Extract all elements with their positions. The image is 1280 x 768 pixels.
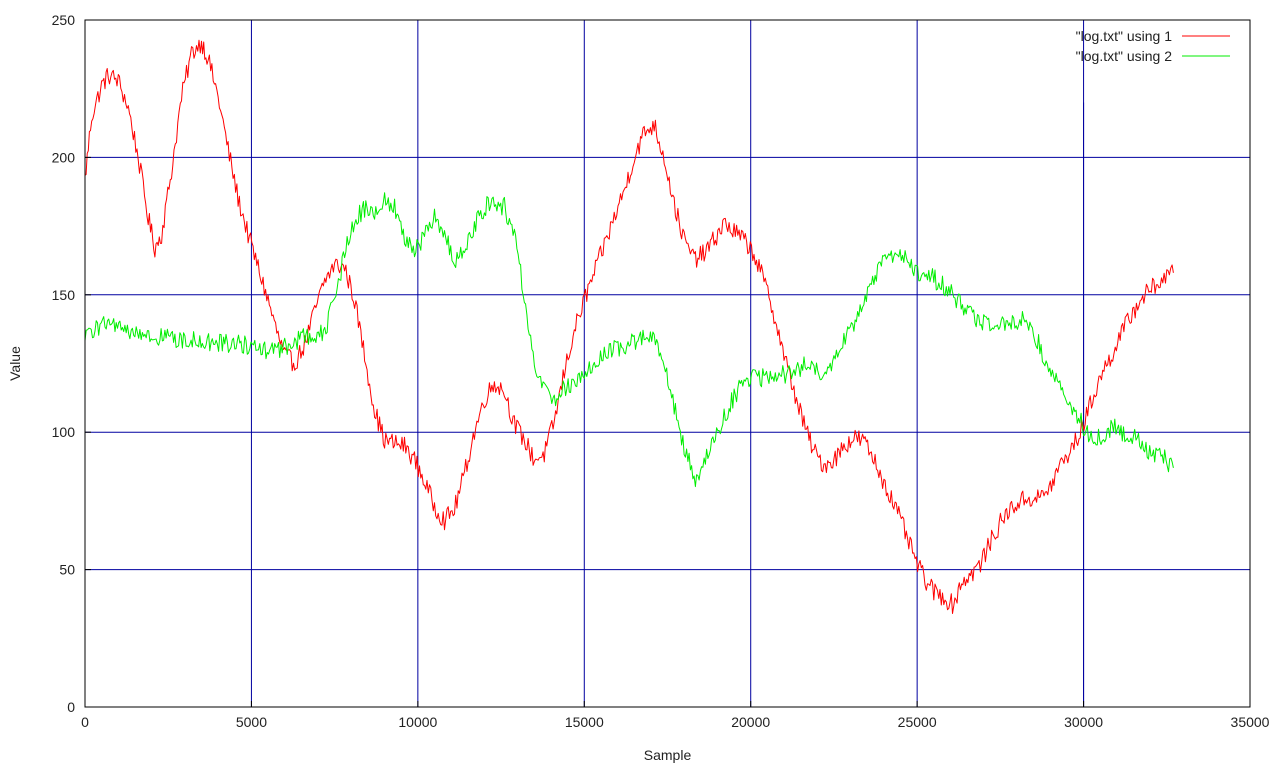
legend-label-series-2: "log.txt" using 2: [1076, 48, 1173, 64]
y-tick-label: 200: [52, 149, 76, 165]
y-tick-label: 0: [67, 699, 75, 715]
series-line-1: [84, 39, 1174, 614]
plot-border: [84, 19, 1251, 708]
x-tick-label: 35000: [1231, 714, 1270, 730]
y-tick-label: 150: [52, 287, 76, 303]
axis-ticks: [84, 19, 1251, 708]
series-lines: [84, 39, 1174, 614]
x-tick-label: 25000: [898, 714, 937, 730]
y-tick-label: 250: [52, 12, 76, 28]
grid-lines: [85, 20, 1250, 707]
x-tick-label: 30000: [1064, 714, 1103, 730]
series-line-2: [84, 192, 1174, 488]
y-tick-label: 100: [52, 424, 76, 440]
x-tick-label: 0: [81, 714, 89, 730]
y-tick-label: 50: [59, 562, 75, 578]
legend-label-series-1: "log.txt" using 1: [1076, 28, 1173, 44]
x-tick-label: 20000: [731, 714, 770, 730]
x-tick-label: 10000: [398, 714, 437, 730]
legend: "log.txt" using 1 "log.txt" using 2: [1076, 28, 1230, 64]
x-tick-label: 15000: [565, 714, 604, 730]
y-axis-label: Value: [7, 346, 23, 381]
tick-labels: 0 5000 10000 15000 20000 25000 30000 35000 0 50 10…: [52, 12, 1270, 730]
x-tick-label: 5000: [236, 714, 267, 730]
x-axis-label: Sample: [644, 747, 692, 763]
